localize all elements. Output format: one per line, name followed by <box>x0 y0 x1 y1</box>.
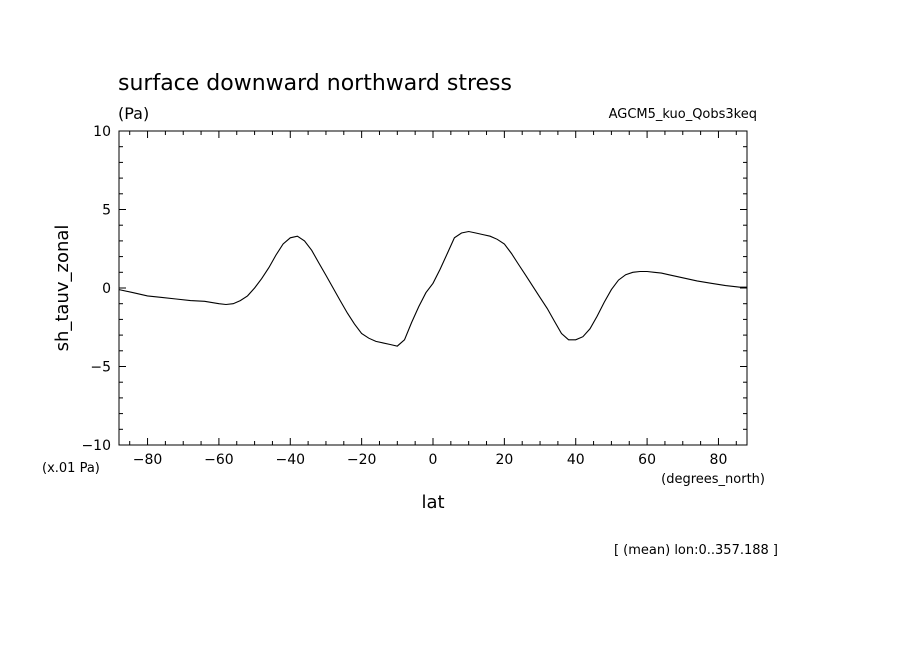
x-tick-label: 80 <box>710 452 728 468</box>
x-tick-label: −60 <box>204 452 234 468</box>
y-tick-label: −10 <box>81 438 111 454</box>
footnote: [ (mean) lon:0..357.188 ] <box>614 543 778 558</box>
chart-title: surface downward northward stress <box>118 71 512 96</box>
x-tick-label: 40 <box>567 452 585 468</box>
y-scale-note: (x.01 Pa) <box>42 461 100 476</box>
y-tick-label: −5 <box>90 360 111 376</box>
plot-frame <box>118 130 748 446</box>
x-tick-label: −80 <box>133 452 163 468</box>
x-tick-labels: −80 −60 −40 −20 0 20 40 60 80 <box>133 452 728 468</box>
x-tick-label: 0 <box>429 452 438 468</box>
y-tick-label: 5 <box>102 203 111 219</box>
y-tick-label: 10 <box>93 124 111 140</box>
experiment-label: AGCM5_kuo_Qobs3keq <box>609 107 757 122</box>
x-axis-label: lat <box>421 492 444 513</box>
axis-ticks <box>119 130 747 446</box>
y-tick-label: 0 <box>102 281 111 297</box>
series-line <box>118 230 747 347</box>
y-axis-label: sh_tauv_zonal <box>52 225 73 352</box>
y-tick-labels: −10 −5 0 5 10 <box>81 124 111 454</box>
x-tick-label: 20 <box>495 452 513 468</box>
x-tick-label: −20 <box>347 452 377 468</box>
x-axis-units: (degrees_north) <box>661 472 765 487</box>
chart-units: (Pa) <box>118 104 149 123</box>
x-tick-label: −40 <box>275 452 305 468</box>
x-tick-label: 60 <box>638 452 656 468</box>
